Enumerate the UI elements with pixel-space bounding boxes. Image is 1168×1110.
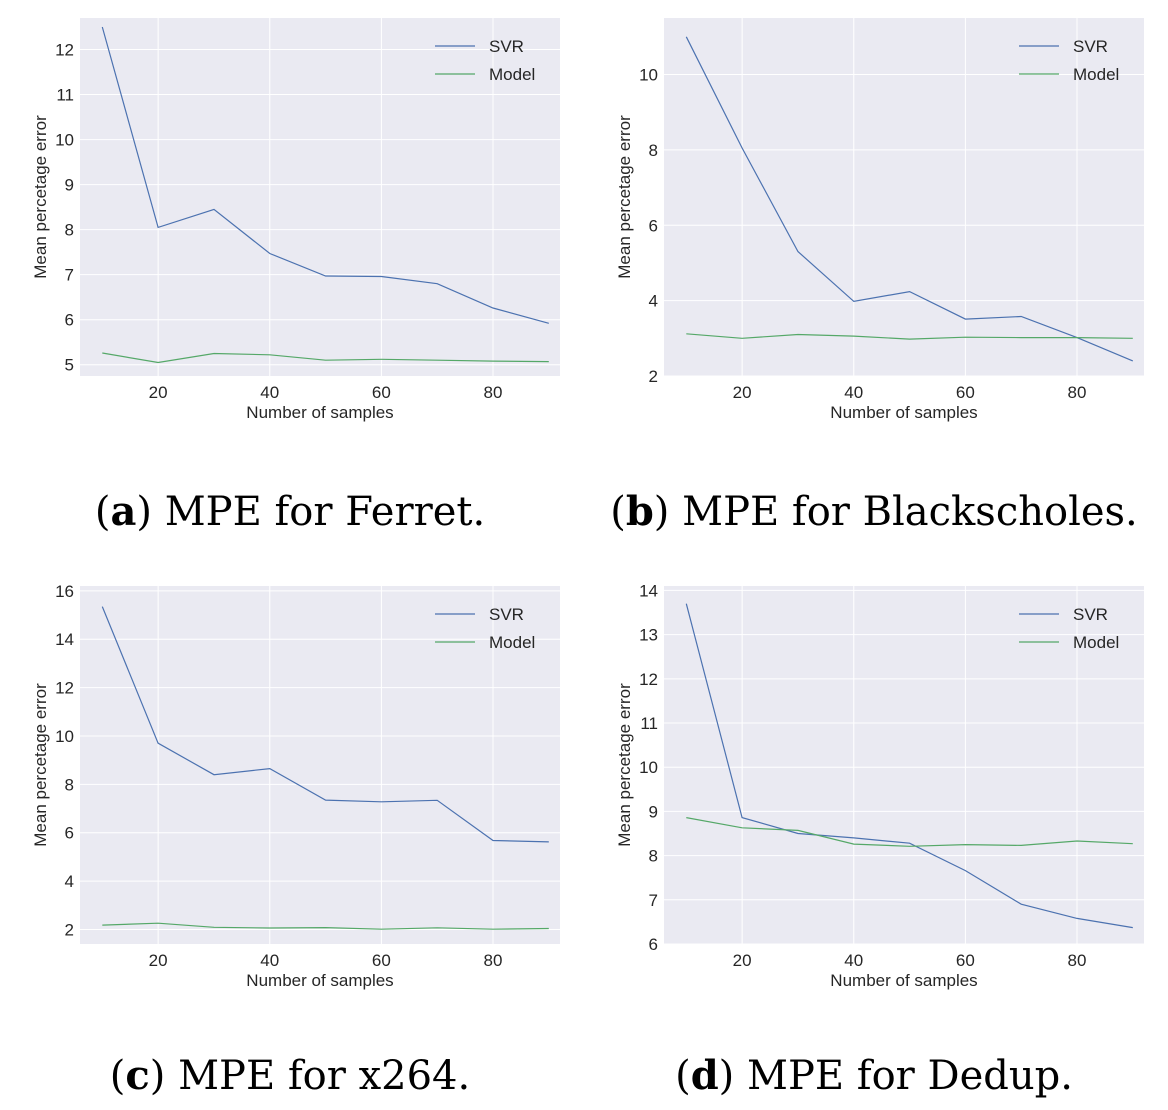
legend-label-model: Model: [1073, 65, 1119, 84]
x-tick-label: 80: [1068, 951, 1087, 970]
y-tick-label: 8: [649, 847, 658, 866]
x-tick-label: 40: [260, 951, 279, 970]
chart-svg-b: 20 40 60 80 2 4 6 8 10 Number of samples Mean perc…: [615, 18, 1144, 422]
y-tick-label: 11: [640, 714, 658, 733]
x-tick-label: 40: [844, 951, 863, 970]
series-line-model: [686, 817, 1133, 847]
x-tick-label: 60: [956, 383, 975, 402]
caption-d: (d) MPE for Dedup.: [675, 1052, 1073, 1099]
legend-label-svr: SVR: [1073, 37, 1108, 56]
x-axis-label: Number of samples: [246, 403, 393, 422]
y-tick-label: 6: [649, 216, 658, 235]
chart-svg-d: 20 40 60 80 6 7 8 9 10 11 12 13 14 Number of samples M…: [615, 581, 1144, 990]
y-tick-label: 16: [55, 582, 74, 601]
caption-text-c: MPE for x264.: [178, 1053, 471, 1099]
y-tick-label: 10: [639, 66, 658, 85]
y-tick-label: 10: [55, 131, 74, 150]
chart-panel-a: 20 40 60 80 5 6 7 8 9 10 11 12 Number of samples Mean…: [0, 0, 584, 555]
y-tick-label: 8: [65, 221, 74, 240]
y-axis-label: Mean percetage error: [615, 683, 634, 847]
x-axis-label: Number of samples: [830, 971, 977, 990]
legend-label-svr: SVR: [489, 605, 524, 624]
y-tick-label: 6: [65, 311, 74, 330]
y-tick-label: 4: [649, 292, 658, 311]
y-tick-label: 8: [649, 141, 658, 160]
y-axis-label: Mean percetage error: [31, 683, 50, 847]
y-tick-label: 12: [639, 670, 658, 689]
chart-svg-c: 20 40 60 80 2 4 6 8 10 12 14 16 Number of samples Mea…: [31, 582, 560, 990]
y-tick-label: 5: [65, 356, 74, 375]
y-tick-label: 10: [55, 727, 74, 746]
x-tick-label: 20: [733, 383, 752, 402]
y-tick-label: 2: [65, 920, 74, 939]
chart-panel-b: 20 40 60 80 2 4 6 8 10 Number of samples Mean perc…: [584, 0, 1168, 555]
y-tick-label: 13: [639, 626, 658, 645]
y-tick-label: 7: [649, 891, 658, 910]
y-tick-label: 12: [55, 41, 74, 60]
caption-b: (b) MPE for Blackscholes.: [610, 488, 1138, 535]
legend-label-svr: SVR: [1073, 605, 1108, 624]
series-line-model: [686, 333, 1133, 340]
plot-area-c: [80, 586, 560, 944]
caption-a: (a) MPE for Ferret.: [94, 488, 486, 535]
chart-svg-a: 20 40 60 80 5 6 7 8 9 10 11 12 Number of samples Mean…: [31, 18, 560, 422]
x-tick-label: 80: [1068, 383, 1087, 402]
plot-area-a: [80, 18, 560, 376]
caption-text-a: MPE for Ferret.: [164, 489, 486, 535]
x-tick-label: 20: [733, 951, 752, 970]
y-tick-label: 9: [65, 176, 74, 195]
x-tick-label: 20: [149, 951, 168, 970]
y-tick-label: 14: [639, 581, 658, 600]
caption-label-a: a: [110, 488, 137, 535]
y-tick-label: 14: [55, 630, 74, 649]
plot-area-b: [664, 18, 1144, 376]
caption-label-d: d: [690, 1052, 719, 1099]
y-tick-label: 11: [56, 86, 74, 105]
plot-area-d: [664, 586, 1144, 944]
legend-label-model: Model: [489, 633, 535, 652]
caption-label-b: b: [625, 488, 654, 535]
series-line-svr: [685, 603, 1133, 929]
x-tick-label: 80: [484, 951, 503, 970]
series-line-model: [102, 922, 549, 930]
y-tick-label: 7: [65, 266, 74, 285]
x-tick-label: 40: [844, 383, 863, 402]
caption-text-b: MPE for Blackscholes.: [682, 489, 1138, 535]
y-tick-label: 6: [65, 824, 74, 843]
y-tick-label: 6: [649, 935, 658, 954]
x-tick-label: 20: [149, 383, 168, 402]
x-tick-label: 60: [956, 951, 975, 970]
legend-label-model: Model: [489, 65, 535, 84]
x-axis-label: Number of samples: [830, 403, 977, 422]
x-tick-label: 80: [484, 383, 503, 402]
legend-label-model: Model: [1073, 633, 1119, 652]
y-axis-label: Mean percetage error: [31, 115, 50, 279]
chart-panel-c: 20 40 60 80 2 4 6 8 10 12 14 16 Number of samples Mea…: [0, 568, 584, 1110]
chart-panel-d: 20 40 60 80 6 7 8 9 10 11 12 13 14 Number of samples M…: [584, 568, 1168, 1110]
y-tick-label: 8: [65, 775, 74, 794]
y-tick-label: 4: [65, 872, 74, 891]
y-tick-label: 10: [639, 758, 658, 777]
series-line-svr: [101, 606, 549, 843]
y-tick-label: 2: [649, 367, 658, 386]
x-axis-label: Number of samples: [246, 971, 393, 990]
series-line-svr: [685, 36, 1134, 362]
legend-label-svr: SVR: [489, 37, 524, 56]
y-tick-label: 9: [649, 802, 658, 821]
caption-c: (c) MPE for x264.: [109, 1052, 471, 1099]
series-line-model: [102, 352, 549, 364]
x-tick-label: 60: [372, 951, 391, 970]
x-tick-label: 40: [260, 383, 279, 402]
caption-text-d: MPE for Dedup.: [746, 1053, 1073, 1099]
y-tick-label: 12: [55, 679, 74, 698]
y-axis-label: Mean percetage error: [615, 115, 634, 279]
x-tick-label: 60: [372, 383, 391, 402]
caption-label-c: c: [125, 1052, 150, 1099]
series-line-svr: [101, 26, 549, 324]
